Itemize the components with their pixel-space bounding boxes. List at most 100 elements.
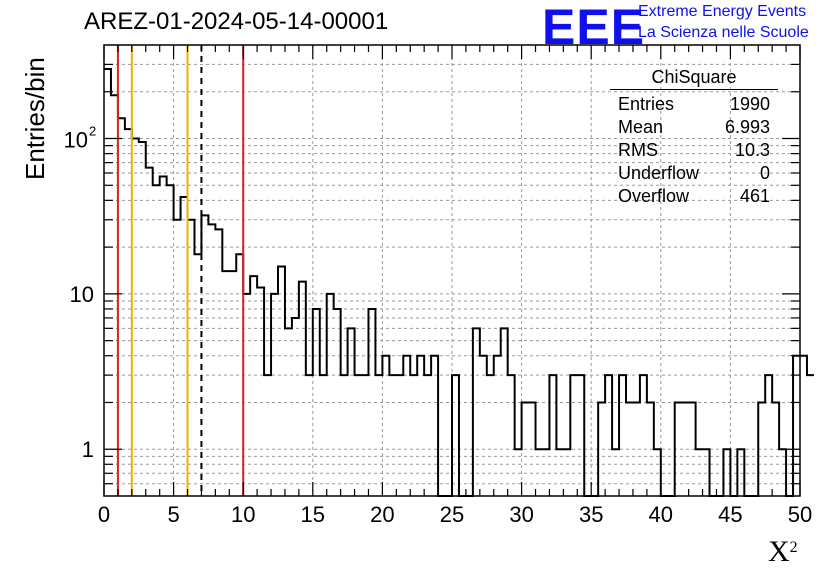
y-tick-label-exponent: 2 (89, 124, 96, 139)
stats-row: Overflow 461 (610, 185, 778, 208)
histogram-bin (299, 282, 306, 496)
histogram-bin (229, 271, 236, 496)
histogram-bin (807, 375, 814, 496)
stats-title: ChiSquare (610, 67, 778, 90)
histogram-bin (285, 328, 292, 496)
histogram-bin (417, 356, 424, 496)
stats-value: 10.3 (734, 140, 770, 160)
histogram-bin (201, 215, 208, 496)
stats-label: Overflow (618, 186, 690, 206)
histogram-bin (556, 449, 563, 496)
histogram-bin (612, 449, 619, 496)
stats-label: Entries (618, 94, 675, 114)
histogram-bin (779, 449, 786, 496)
histogram-bin (626, 402, 633, 496)
histogram-bin (480, 356, 487, 496)
logo-line-2: La Scienza nelle Scuole (638, 24, 809, 41)
logo-line-1: Extreme Energy Events (638, 3, 807, 20)
histogram-bin (431, 356, 438, 496)
histogram-bin (410, 375, 417, 496)
histogram-bin (194, 254, 201, 496)
x-tick-label: 10 (231, 502, 255, 527)
x-axis-label-base: X (768, 535, 790, 568)
x-tick-label: 50 (788, 502, 812, 527)
stats-value: 0 (759, 163, 770, 183)
axis-ticks (103, 45, 801, 496)
histogram-bin (132, 139, 139, 496)
histogram-bin (236, 254, 243, 496)
histogram-bin (327, 294, 334, 496)
histogram-bin (703, 449, 710, 496)
histogram-bin (208, 224, 215, 496)
y-tick-label: 1 (82, 437, 94, 462)
stats-value: 461 (739, 186, 770, 206)
histogram-bin (382, 356, 389, 496)
x-tick-label: 20 (370, 502, 394, 527)
histogram-bin (188, 220, 195, 496)
stats-label: RMS (618, 140, 658, 160)
histogram-bin (508, 375, 515, 496)
histogram-bin (278, 267, 285, 496)
stats-value: 6.993 (724, 117, 770, 137)
histogram-bin (271, 294, 278, 496)
histogram-bin (139, 142, 146, 496)
histogram-bin (104, 69, 111, 496)
stats-row: Entries 1990 (610, 93, 778, 116)
histogram-bin (362, 375, 369, 496)
histogram-bin (264, 375, 271, 496)
histogram-bin (243, 294, 250, 496)
histogram-bin (647, 402, 654, 496)
stats-row: RMS 10.3 (610, 139, 778, 162)
histogram-bin (675, 402, 682, 496)
eee-logo: EEE (542, 0, 646, 55)
histogram-bin (452, 375, 459, 496)
histogram-bin (250, 276, 257, 496)
histogram-bin (375, 375, 382, 496)
histogram-bin (494, 356, 501, 496)
histogram-bin (501, 328, 508, 496)
histogram-bin (772, 402, 779, 496)
stats-row: Underflow 0 (610, 162, 778, 185)
stats-label: Underflow (618, 163, 700, 183)
x-tick-label: 0 (98, 502, 110, 527)
histogram-bin (174, 220, 181, 496)
x-tick-label: 15 (301, 502, 325, 527)
stats-value: 1990 (729, 94, 770, 114)
y-tick-label: 10 (70, 282, 94, 307)
stats-row: Mean 6.993 (610, 116, 778, 139)
x-tick-label: 45 (718, 502, 742, 527)
histogram-bars (104, 68, 814, 497)
histogram-bin (640, 375, 647, 496)
x-tick-label: 30 (509, 502, 533, 527)
histogram-bin (181, 197, 188, 496)
histogram-bin (800, 356, 807, 496)
histogram-bin (111, 95, 118, 496)
histogram-outline (104, 68, 814, 497)
stats-label: Mean (618, 117, 664, 137)
x-tick-label: 5 (167, 502, 179, 527)
histogram-bin (542, 449, 549, 496)
histogram-bin (536, 449, 543, 496)
x-axis-label-exponent: 2 (789, 539, 798, 556)
histogram-bin (118, 118, 125, 496)
histogram-bin (368, 309, 375, 496)
histogram-bin (403, 356, 410, 496)
histogram-bin (515, 449, 522, 496)
histogram-bin (598, 402, 605, 496)
y-tick-label: 10 (64, 128, 88, 153)
histogram-bin (577, 375, 584, 496)
histogram-bin (605, 375, 612, 496)
x-tick-label: 35 (579, 502, 603, 527)
x-tick-label: 40 (649, 502, 673, 527)
grid (104, 45, 800, 496)
chart-title: AREZ-01-2024-05-14-00001 (84, 8, 389, 35)
histogram-bin (737, 449, 744, 496)
histogram-bin (758, 402, 765, 496)
histogram-bin (348, 328, 355, 496)
histogram-bin (619, 375, 626, 496)
histogram-bin (570, 375, 577, 496)
histogram-bin (153, 185, 160, 496)
histogram-bin (765, 375, 772, 496)
histogram-bin (689, 402, 696, 496)
